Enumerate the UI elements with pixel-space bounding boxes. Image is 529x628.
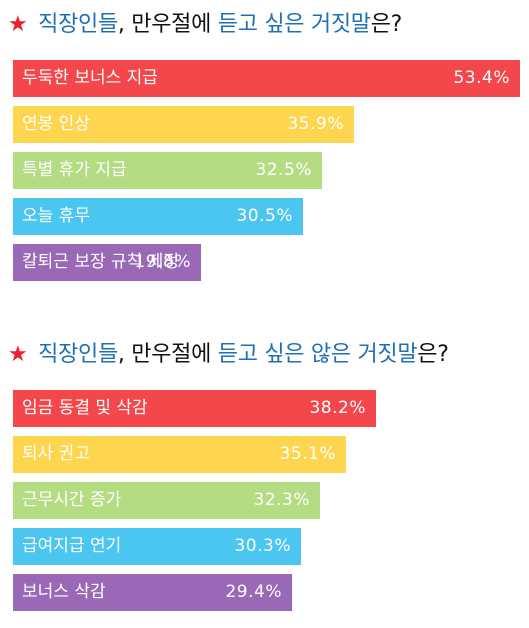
bar-value-label: 19.8% [134, 252, 191, 272]
bar: 오늘 휴무 30.5% [13, 198, 303, 235]
bar: 임금 동결 및 삭감 38.2% [13, 390, 376, 427]
star-icon: ★ [8, 342, 28, 367]
chart-title: ★ 직장인들, 만우절에 듣고 싶은 거짓말은? [8, 10, 402, 40]
star-icon: ★ [8, 12, 28, 37]
bar-value-label: 35.1% [279, 444, 336, 464]
bar-category-label: 연봉 인상 [22, 114, 90, 134]
bar-category-label: 오늘 휴무 [22, 206, 90, 226]
bar: 근무시간 증가 32.3% [13, 482, 320, 519]
bar: 두둑한 보너스 지급 53.4% [13, 60, 520, 97]
title-part: 직장인들 [31, 342, 118, 367]
bar-value-label: 32.3% [253, 490, 310, 510]
title-part: , 만우절에 [117, 12, 218, 37]
title-part: 직장인들 [31, 12, 118, 37]
bar-value-label: 38.2% [309, 398, 366, 418]
bar: 특별 휴가 지급 32.5% [13, 152, 322, 189]
bar-category-label: 칼퇴근 보장 규칙 제정 [22, 252, 179, 272]
bar-value-label: 30.5% [236, 206, 293, 226]
chart-title: ★ 직장인들, 만우절에 듣고 싶은 않은 거짓말은? [8, 340, 449, 370]
bar-category-label: 특별 휴가 지급 [22, 160, 127, 180]
title-part: 은? [417, 342, 449, 367]
bar-category-label: 퇴사 권고 [22, 444, 90, 464]
bar-value-label: 35.9% [287, 114, 344, 134]
bar: 연봉 인상 35.9% [13, 106, 354, 143]
bar-category-label: 급여지급 연기 [22, 536, 122, 556]
bar: 칼퇴근 보장 규칙 제정 19.8% [13, 244, 201, 281]
bar-value-label: 32.5% [255, 160, 312, 180]
bar-value-label: 29.4% [225, 582, 282, 602]
title-part: 은? [370, 12, 403, 37]
title-part: 듣고 싶은 거짓말 [217, 12, 371, 37]
bar-value-label: 53.4% [453, 68, 510, 88]
bar-value-label: 30.3% [234, 536, 291, 556]
bar: 보너스 삭감 29.4% [13, 574, 292, 611]
bar-category-label: 보너스 삭감 [22, 582, 106, 602]
bar-category-label: 임금 동결 및 삭감 [22, 398, 148, 418]
bar: 퇴사 권고 35.1% [13, 436, 346, 473]
bar-category-label: 근무시간 증가 [22, 490, 122, 510]
bar-category-label: 두둑한 보너스 지급 [22, 68, 158, 88]
title-part: , 만우절에 [117, 342, 218, 367]
bar: 급여지급 연기 30.3% [13, 528, 301, 565]
title-part: 듣고 싶은 않은 거짓말 [217, 342, 418, 367]
